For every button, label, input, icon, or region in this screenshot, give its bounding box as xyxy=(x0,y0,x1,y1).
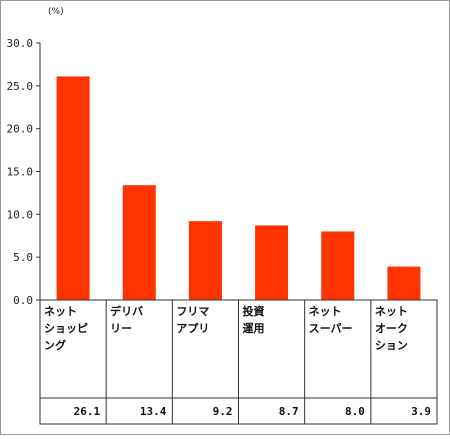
bar xyxy=(188,221,222,300)
value-label: 3.9 xyxy=(411,405,431,418)
category-label: ネット xyxy=(44,305,77,318)
category-label: デリバ xyxy=(110,304,143,318)
bar xyxy=(255,225,289,300)
y-tick-label: 10.0 xyxy=(7,208,34,221)
y-tick-label: 30.0 xyxy=(7,37,34,50)
category-label: リー xyxy=(110,322,132,335)
category-label: ネット xyxy=(375,305,408,318)
y-tick-label: 15.0 xyxy=(7,166,34,179)
bar xyxy=(387,266,421,300)
unit-label: (%) xyxy=(48,7,64,17)
y-tick-label: 20.0 xyxy=(7,123,34,136)
value-label: 8.7 xyxy=(279,405,299,418)
y-tick-label: 25.0 xyxy=(7,80,34,93)
value-label: 8.0 xyxy=(345,405,365,418)
category-label: 運用 xyxy=(243,322,265,335)
category-label: フリマ xyxy=(176,305,209,318)
bar xyxy=(122,185,156,300)
category-label: スーパー xyxy=(309,322,353,335)
value-label: 13.4 xyxy=(140,405,167,418)
value-label: 26.1 xyxy=(74,405,101,418)
y-tick-label: 5.0 xyxy=(13,251,33,264)
category-label: ング xyxy=(44,338,66,352)
category-label: ショッピ xyxy=(44,322,88,335)
y-tick-label: 0.0 xyxy=(13,294,33,307)
category-label: オーク xyxy=(375,322,408,335)
category-label: ネット xyxy=(309,305,342,318)
category-label: アプリ xyxy=(176,321,209,335)
value-label: 9.2 xyxy=(213,405,233,418)
category-label: 投資 xyxy=(243,304,265,318)
bar xyxy=(56,76,90,300)
category-label: ション xyxy=(375,339,408,352)
bar xyxy=(321,231,355,300)
